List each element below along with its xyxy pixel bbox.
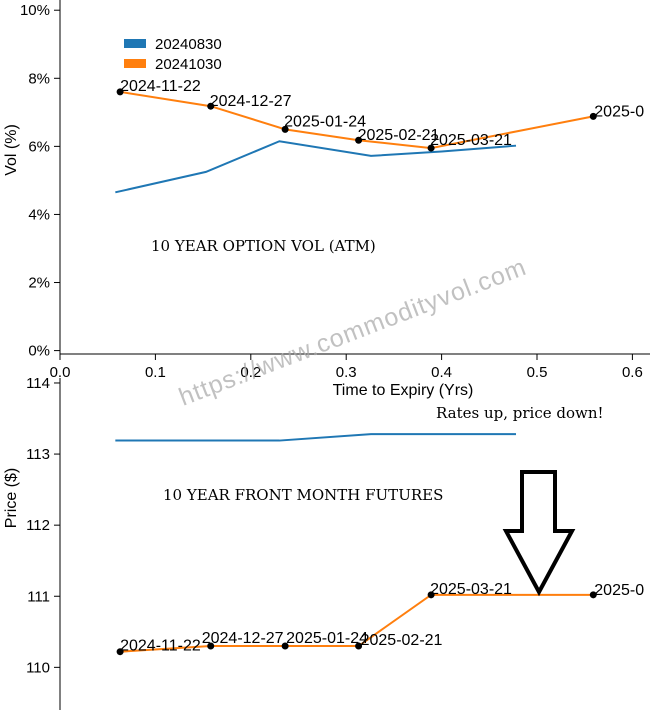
vol-point-label: 2025-02-21 xyxy=(358,127,440,144)
legend-entry: 20241030 xyxy=(155,56,222,73)
price-data-point xyxy=(427,591,435,599)
down-arrow-icon xyxy=(502,470,576,597)
vol-data-point xyxy=(355,136,363,144)
vol-point-label: 2024-12-27 xyxy=(210,93,292,110)
legend-swatch xyxy=(124,39,146,48)
vol-annotation: 10 YEAR OPTION VOL (ATM) xyxy=(151,237,376,255)
price-y-tick-label: 113 xyxy=(26,446,50,463)
vol-legend: 20240830 20241030 xyxy=(124,36,222,73)
price-point-label: 2025-0 xyxy=(594,582,644,599)
vol-point-label: 2024-11-22 xyxy=(120,78,201,95)
legend-swatch xyxy=(124,59,146,68)
vol-point-label: 2025-03-21 xyxy=(430,132,512,149)
price-y-tick-label: 110 xyxy=(26,659,50,676)
price-point-label: 2025-01-24 xyxy=(286,630,368,647)
price-note: Rates up, price down! xyxy=(436,404,604,422)
vol-y-tick-label: 2% xyxy=(28,275,50,292)
vol-data-point xyxy=(281,125,289,133)
vol-x-tick-label: 0.3 xyxy=(336,364,357,381)
vol-data-point xyxy=(116,88,124,96)
price-series-line xyxy=(120,593,594,653)
vol-point-label: 2025-01-24 xyxy=(284,113,366,130)
vol-y-tick-label: 4% xyxy=(28,206,50,223)
vol-y-tick-label: 10% xyxy=(20,2,50,19)
vol-y-tick-label: 8% xyxy=(28,70,50,87)
vol-series-line xyxy=(115,140,517,194)
vol-y-tick-label: 6% xyxy=(28,138,50,155)
price-y-tick-label: 114 xyxy=(26,375,50,392)
price-y-tick-label: 111 xyxy=(27,588,50,605)
price-data-point xyxy=(116,648,124,656)
price-y-tick-label: 112 xyxy=(26,517,50,534)
vol-chart-panel: 0% 2% 4% 6% 8% 10% 0.0 0.1 0.2 0.3 0.4 0.5 0.6 Time t… xyxy=(3,0,650,399)
vol-series-line xyxy=(119,90,594,150)
price-chart-panel: 110 111 112 113 114 Price ($) 10 YEAR FRONT MO… xyxy=(3,375,644,710)
price-data-point xyxy=(589,591,597,599)
vol-x-axis-title: Time to Expiry (Yrs) xyxy=(333,382,474,399)
vol-x-tick-label: 0.0 xyxy=(50,364,71,381)
price-point-label: 2024-11-22 xyxy=(120,638,201,655)
vol-data-point xyxy=(589,112,597,120)
price-data-point xyxy=(281,642,289,650)
vol-x-tick-label: 0.1 xyxy=(145,364,166,381)
vol-y-axis-title: Vol (%) xyxy=(3,124,20,176)
price-y-axis-title: Price ($) xyxy=(3,468,20,528)
legend-entry: 20240830 xyxy=(155,36,222,53)
vol-data-point xyxy=(207,102,215,110)
vol-y-tick-label: 0% xyxy=(28,343,50,360)
price-data-point xyxy=(207,642,215,650)
price-point-label: 2025-02-21 xyxy=(361,632,443,649)
price-point-label: 2024-12-27 xyxy=(202,630,284,647)
price-annotation: 10 YEAR FRONT MONTH FUTURES xyxy=(163,486,443,504)
vol-x-tick-label: 0.2 xyxy=(240,364,261,381)
vol-point-label: 2025-0 xyxy=(594,103,644,120)
vol-x-tick-label: 0.4 xyxy=(431,364,452,381)
vol-x-tick-label: 0.5 xyxy=(527,364,548,381)
vol-data-point xyxy=(427,144,435,152)
price-point-label: 2025-03-21 xyxy=(430,581,512,598)
vol-x-tick-label: 0.6 xyxy=(622,364,643,381)
price-data-point xyxy=(355,642,363,650)
price-series-line xyxy=(115,433,517,442)
